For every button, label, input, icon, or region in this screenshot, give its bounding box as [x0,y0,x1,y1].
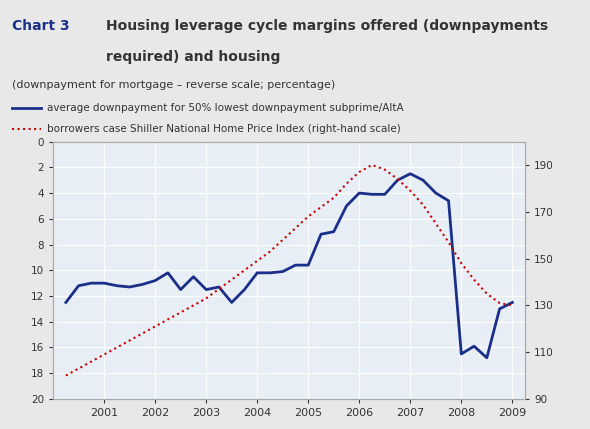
Text: required) and housing: required) and housing [106,50,281,64]
Text: borrowers case Shiller National Home Price Index (right-hand scale): borrowers case Shiller National Home Pri… [47,124,401,134]
Text: Housing leverage cycle margins offered (downpayments: Housing leverage cycle margins offered (… [106,19,548,33]
Text: (downpayment for mortgage – reverse scale; percentage): (downpayment for mortgage – reverse scal… [12,81,335,91]
Text: Chart 3: Chart 3 [12,19,70,33]
Text: average downpayment for 50% lowest downpayment subprime/AltA: average downpayment for 50% lowest downp… [47,103,404,113]
